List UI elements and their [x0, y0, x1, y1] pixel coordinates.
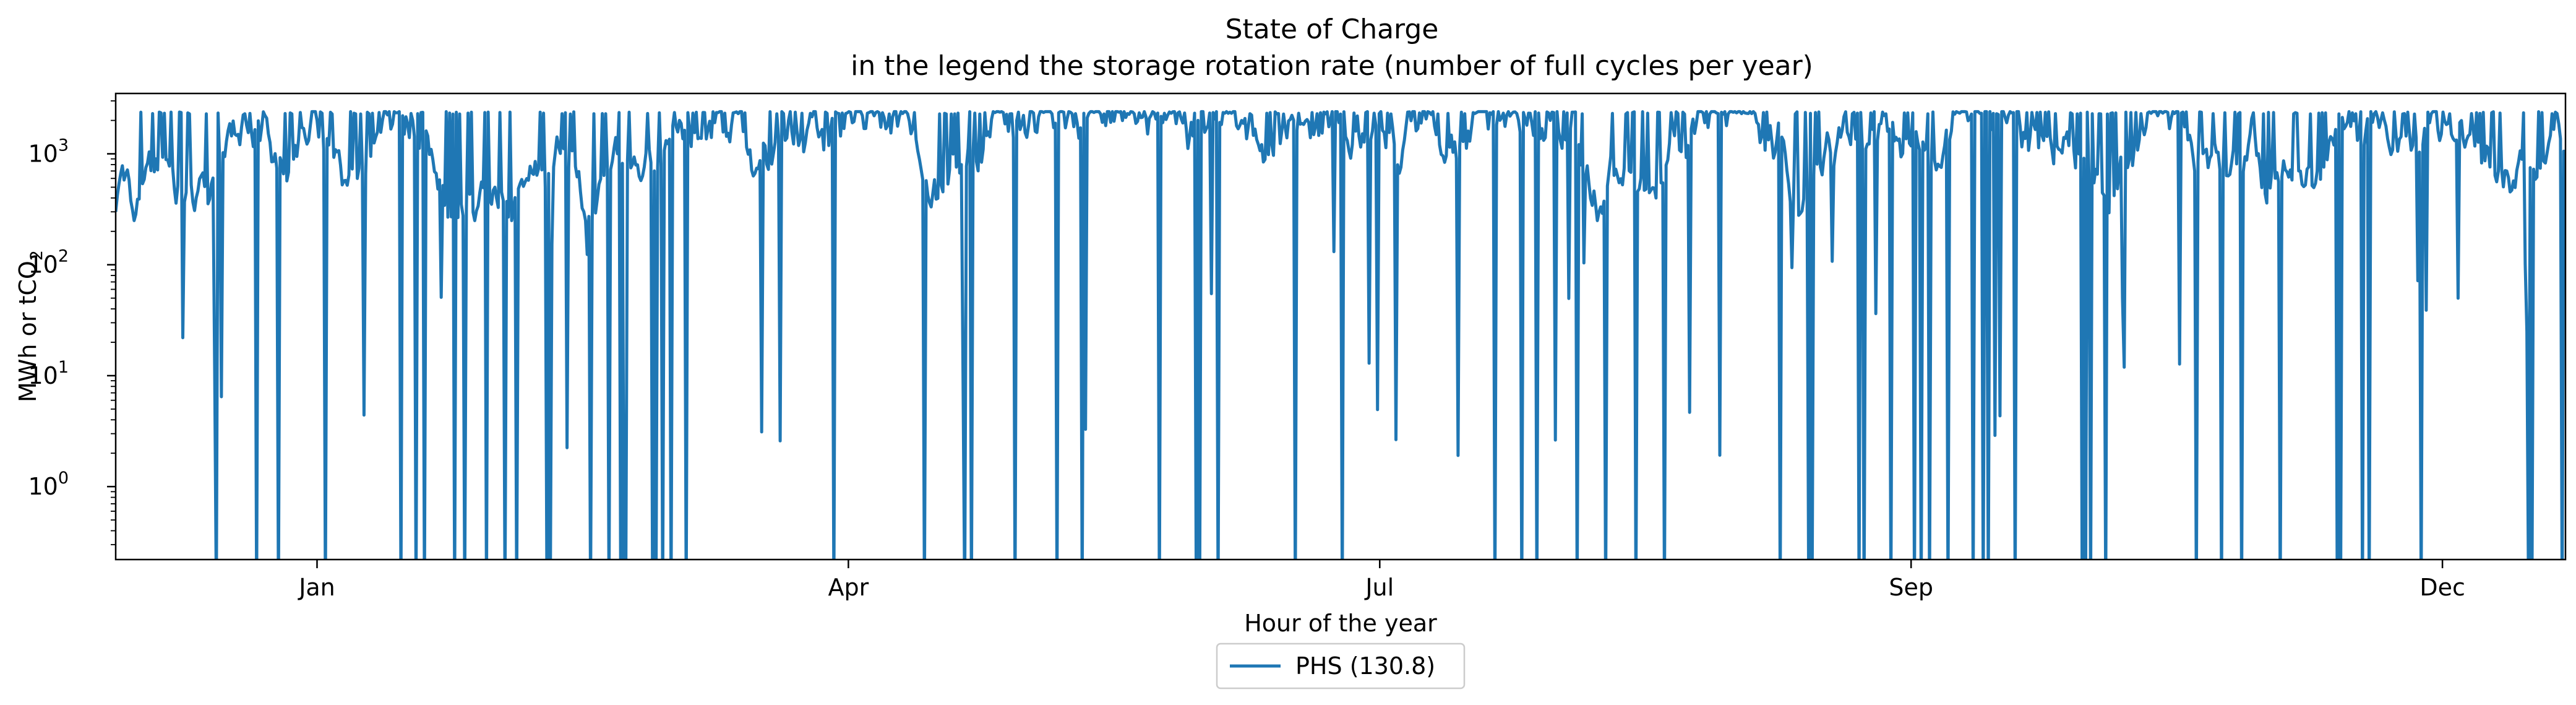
x-tick-label: Jul — [1364, 574, 1394, 601]
y-tick-label: 103 — [28, 136, 69, 168]
x-tick-label: Apr — [828, 574, 869, 601]
plot-frame — [114, 92, 2567, 561]
y-axis-ticks: 100 101 102 103 — [28, 136, 116, 500]
x-axis-ticks: Jan Apr Jul Sep Dec — [298, 560, 2465, 601]
plot-area — [114, 92, 2567, 561]
y-axis-label: MWh or tCO2 — [14, 250, 46, 402]
chart-subtitle: in the legend the storage rotation rate … — [851, 50, 1813, 82]
y-axis-label-subscript: 2 — [27, 250, 46, 261]
x-tick-label: Dec — [2419, 574, 2465, 601]
y-tick-label: 100 — [28, 469, 69, 500]
y-axis-label-main: MWh or tCO — [14, 261, 41, 402]
legend-box — [1216, 642, 1466, 690]
series-line-phs — [116, 110, 2565, 560]
x-tick-label: Sep — [1889, 574, 1933, 601]
y-tick-label: 101 — [28, 358, 69, 389]
legend: PHS (130.8) — [1216, 642, 1466, 690]
y-axis-minor-ticks — [111, 100, 116, 545]
x-tick-label: Jan — [298, 574, 335, 601]
y-tick-label: 102 — [28, 247, 69, 279]
chart-title: State of Charge — [1226, 14, 1439, 45]
legend-label-phs: PHS (130.8) — [1295, 652, 1435, 680]
x-axis-label: Hour of the year — [1244, 610, 1437, 637]
